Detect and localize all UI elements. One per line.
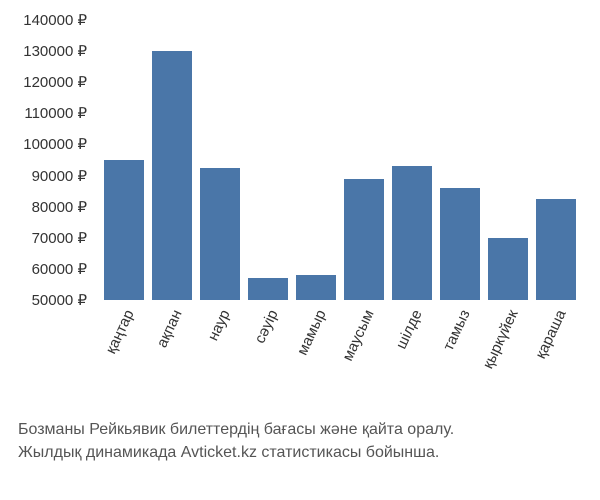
y-tick-label: 110000 ₽ <box>24 104 87 122</box>
bar <box>344 179 384 300</box>
x-tick-label: ақпан <box>153 307 185 350</box>
bar <box>488 238 528 300</box>
bar <box>152 51 192 300</box>
y-tick-label: 130000 ₽ <box>23 42 87 60</box>
bar <box>296 275 336 300</box>
x-label-slot: маусым <box>344 302 384 412</box>
x-tick-label: қаңтар <box>103 307 138 356</box>
x-label-slot: шілде <box>392 302 432 412</box>
bar <box>104 160 144 300</box>
bar <box>392 166 432 300</box>
bar-slot <box>200 168 240 300</box>
bar-slot <box>104 160 144 300</box>
x-axis-labels: қаңтарақпаннаурсәуірмамырмаусымшілдетамы… <box>100 302 580 412</box>
bar-slot <box>536 199 576 300</box>
x-label-slot: сәуір <box>248 302 288 412</box>
bar <box>440 188 480 300</box>
bar <box>200 168 240 300</box>
x-label-slot: мамыр <box>296 302 336 412</box>
y-tick-label: 120000 ₽ <box>23 73 87 91</box>
x-label-slot: ақпан <box>152 302 192 412</box>
y-tick-label: 100000 ₽ <box>23 135 87 153</box>
caption-line-1: Бозманы Рейкьявик билеттердің бағасы жән… <box>18 418 588 441</box>
x-tick-label: мамыр <box>294 307 330 358</box>
x-tick-label: тамыз <box>440 307 474 353</box>
y-tick-label: 60000 ₽ <box>32 260 87 278</box>
x-tick-label: қараша <box>532 307 569 361</box>
chart-caption: Бозманы Рейкьявик билеттердің бағасы жән… <box>18 418 588 464</box>
chart-plot-area <box>100 20 580 300</box>
caption-line-2: Жылдық динамикада Avticket.kz статистика… <box>18 441 588 464</box>
x-tick-label: шілде <box>393 307 426 352</box>
bar-slot <box>248 278 288 300</box>
x-label-slot: тамыз <box>440 302 480 412</box>
bar <box>536 199 576 300</box>
x-label-slot: наур <box>200 302 240 412</box>
y-tick-label: 50000 ₽ <box>32 291 87 309</box>
y-tick-label: 70000 ₽ <box>32 229 87 247</box>
bar-slot <box>488 238 528 300</box>
y-tick-label: 90000 ₽ <box>32 167 87 185</box>
bar <box>248 278 288 300</box>
y-axis: 50000 ₽60000 ₽70000 ₽80000 ₽90000 ₽10000… <box>0 20 95 300</box>
y-tick-label: 80000 ₽ <box>32 198 87 216</box>
bars-container <box>100 20 580 300</box>
bar-slot <box>296 275 336 300</box>
bar-slot <box>152 51 192 300</box>
x-label-slot: қараша <box>536 302 576 412</box>
x-tick-label: маусым <box>339 307 377 364</box>
x-tick-label: наур <box>205 307 234 343</box>
y-tick-label: 140000 ₽ <box>23 11 87 29</box>
bar-slot <box>440 188 480 300</box>
x-label-slot: қаңтар <box>104 302 144 412</box>
x-tick-label: сәуір <box>251 307 281 346</box>
x-label-slot: қыркүйек <box>488 302 528 412</box>
bar-slot <box>344 179 384 300</box>
bar-slot <box>392 166 432 300</box>
x-tick-label: қыркүйек <box>480 307 522 371</box>
